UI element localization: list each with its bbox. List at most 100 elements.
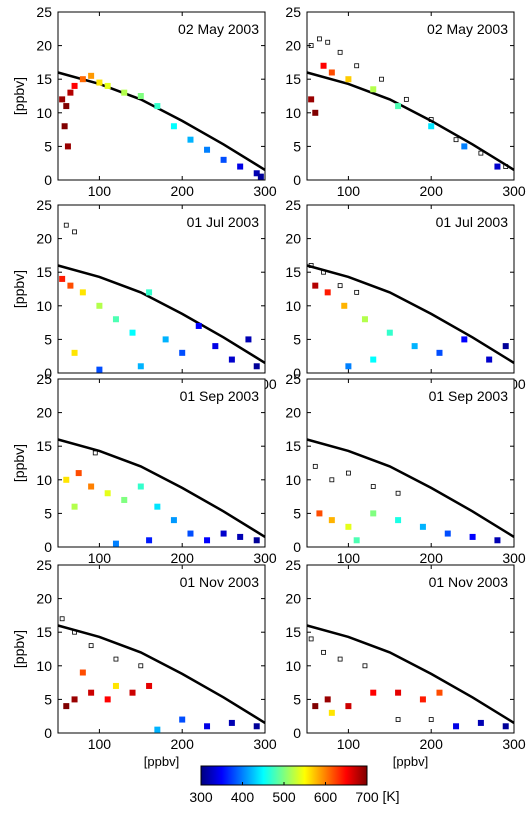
data-point bbox=[419, 696, 426, 703]
data-point bbox=[137, 363, 144, 370]
data-point bbox=[88, 483, 95, 490]
data-point-unclassified bbox=[428, 717, 434, 722]
y-tick-label: 15 bbox=[36, 438, 52, 454]
data-point bbox=[245, 336, 252, 343]
x-tick-label: 100 bbox=[337, 550, 361, 566]
y-tick-label: 25 bbox=[285, 557, 301, 573]
data-point bbox=[64, 143, 71, 150]
data-point bbox=[502, 343, 509, 350]
data-point bbox=[253, 170, 260, 177]
data-point-unclassified bbox=[453, 137, 459, 143]
data-point bbox=[121, 89, 128, 96]
y-tick-label: 5 bbox=[293, 138, 301, 154]
reference-curve bbox=[306, 71, 515, 171]
y-axis-label: [ppbv] bbox=[11, 270, 27, 308]
data-point bbox=[79, 289, 86, 296]
data-point-unclassified bbox=[113, 656, 119, 662]
data-point bbox=[328, 69, 335, 76]
y-tick-label: 5 bbox=[44, 505, 52, 521]
data-point bbox=[63, 476, 70, 483]
data-point-unclassified bbox=[325, 39, 331, 45]
data-point bbox=[328, 709, 335, 716]
data-point bbox=[428, 123, 435, 130]
data-point-unclassified bbox=[329, 477, 335, 483]
plot-frame bbox=[306, 11, 515, 181]
data-point bbox=[112, 682, 119, 689]
data-point bbox=[162, 336, 169, 343]
y-tick-label: 25 bbox=[36, 197, 52, 213]
x-tick-label: 200 bbox=[171, 736, 195, 752]
y-tick-label: 15 bbox=[285, 438, 301, 454]
y-tick-label: 20 bbox=[285, 231, 301, 247]
y-tick-label: 5 bbox=[293, 331, 301, 347]
y-tick-label: 0 bbox=[44, 172, 52, 188]
plot-frame bbox=[57, 378, 266, 548]
data-point bbox=[146, 289, 153, 296]
data-point bbox=[137, 93, 144, 99]
y-tick-label: 10 bbox=[36, 298, 52, 314]
data-point bbox=[453, 723, 460, 730]
y-tick-label: 20 bbox=[285, 591, 301, 607]
data-point bbox=[71, 349, 78, 356]
data-point bbox=[486, 356, 493, 363]
panel-8: 0 5 10 15 20 25 100 200 300 01 Nov 2003 [ppbv] bbox=[285, 557, 525, 769]
date-annotation: 01 Jul 2003 bbox=[187, 214, 260, 230]
data-point bbox=[204, 537, 211, 544]
data-point bbox=[502, 723, 509, 730]
data-point bbox=[228, 356, 235, 363]
data-point bbox=[257, 173, 264, 180]
y-tick-label: 10 bbox=[36, 658, 52, 674]
data-point bbox=[170, 517, 177, 524]
y-tick-label: 15 bbox=[285, 71, 301, 87]
colorbar-unit-label: [K] bbox=[382, 788, 399, 804]
data-point bbox=[112, 316, 119, 323]
data-point bbox=[411, 343, 418, 350]
data-point-unclassified bbox=[308, 43, 314, 48]
plot-frame bbox=[306, 378, 515, 548]
data-point-unclassified bbox=[337, 49, 343, 55]
data-point-unclassified bbox=[317, 36, 322, 42]
reference-curve bbox=[57, 438, 266, 538]
y-tick-label: 0 bbox=[44, 539, 52, 555]
data-point-unclassified bbox=[354, 63, 360, 69]
data-point bbox=[179, 349, 186, 356]
data-point bbox=[104, 696, 111, 703]
y-tick-label: 25 bbox=[36, 4, 52, 20]
y-tick-label: 20 bbox=[36, 231, 52, 247]
y-tick-label: 5 bbox=[44, 138, 52, 154]
data-point-unclassified bbox=[345, 470, 351, 476]
data-point-unclassified bbox=[428, 117, 434, 122]
data-point bbox=[75, 470, 82, 477]
data-point bbox=[154, 103, 161, 110]
y-tick-label: 0 bbox=[293, 365, 301, 381]
data-point bbox=[312, 282, 319, 289]
data-point bbox=[61, 123, 68, 130]
data-point bbox=[63, 103, 70, 110]
x-tick-label: 200 bbox=[420, 736, 444, 752]
reference-curve bbox=[306, 438, 515, 538]
x-tick-label: 300 bbox=[502, 550, 526, 566]
plot-frame bbox=[57, 564, 266, 734]
data-point bbox=[461, 143, 468, 150]
y-tick-label: 20 bbox=[36, 405, 52, 421]
x-tick-label: 200 bbox=[171, 550, 195, 566]
data-point-unclassified bbox=[308, 263, 314, 268]
data-point-unclassified bbox=[308, 636, 314, 642]
data-point bbox=[204, 146, 211, 153]
data-point bbox=[79, 76, 86, 83]
plot-frame bbox=[57, 204, 266, 374]
y-tick-label: 0 bbox=[293, 539, 301, 555]
y-tick-label: 5 bbox=[44, 331, 52, 347]
data-point bbox=[237, 163, 244, 170]
data-point bbox=[308, 96, 315, 103]
data-point-unclassified bbox=[354, 289, 360, 295]
y-tick-label: 10 bbox=[36, 105, 52, 121]
data-point-unclassified bbox=[337, 656, 343, 662]
y-tick-label: 20 bbox=[285, 405, 301, 421]
data-point-unclassified bbox=[379, 76, 384, 82]
data-point bbox=[312, 109, 319, 116]
data-point bbox=[341, 302, 348, 309]
reference-curve bbox=[57, 264, 266, 364]
